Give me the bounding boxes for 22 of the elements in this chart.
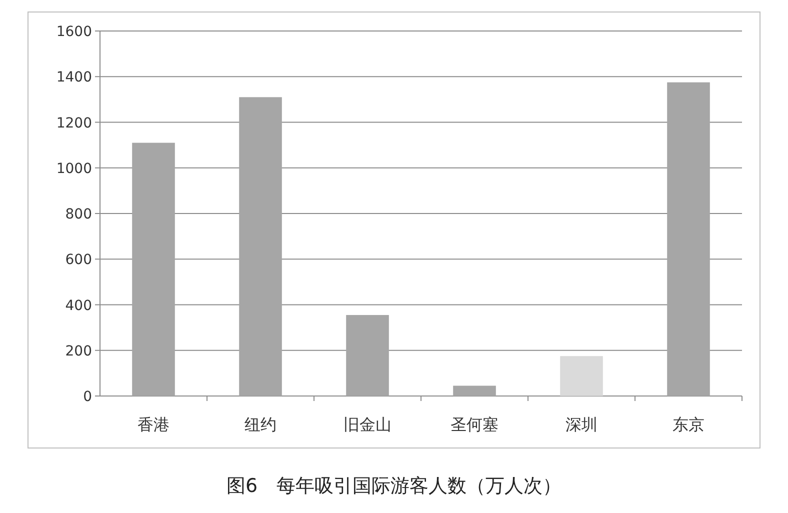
x-tick-label: 纽约	[244, 415, 276, 434]
bar	[667, 82, 710, 396]
y-tick-label: 800	[65, 206, 92, 222]
y-tick-label: 1000	[56, 160, 92, 177]
y-tick-label: 400	[65, 298, 92, 314]
y-tick-label: 0	[83, 389, 92, 405]
x-tick-label: 旧金山	[344, 415, 392, 434]
bar	[132, 142, 175, 396]
y-tick-label: 1400	[56, 70, 92, 86]
x-tick-label: 圣何塞	[450, 415, 498, 434]
x-tick-label: 深圳	[566, 415, 598, 434]
y-tick-label: 600	[65, 252, 92, 268]
x-tick-label: 香港	[138, 415, 170, 434]
y-tick-label: 200	[65, 343, 92, 360]
bar	[453, 386, 496, 396]
bar	[239, 97, 282, 396]
x-tick-label: 东京	[672, 415, 704, 434]
text: 图6 每年吸引国际游客人数（万人次）	[226, 475, 562, 497]
y-tick-label: 1200	[56, 115, 92, 132]
bar	[560, 356, 603, 396]
bar	[346, 315, 389, 396]
y-tick-label: 1600	[56, 24, 92, 40]
